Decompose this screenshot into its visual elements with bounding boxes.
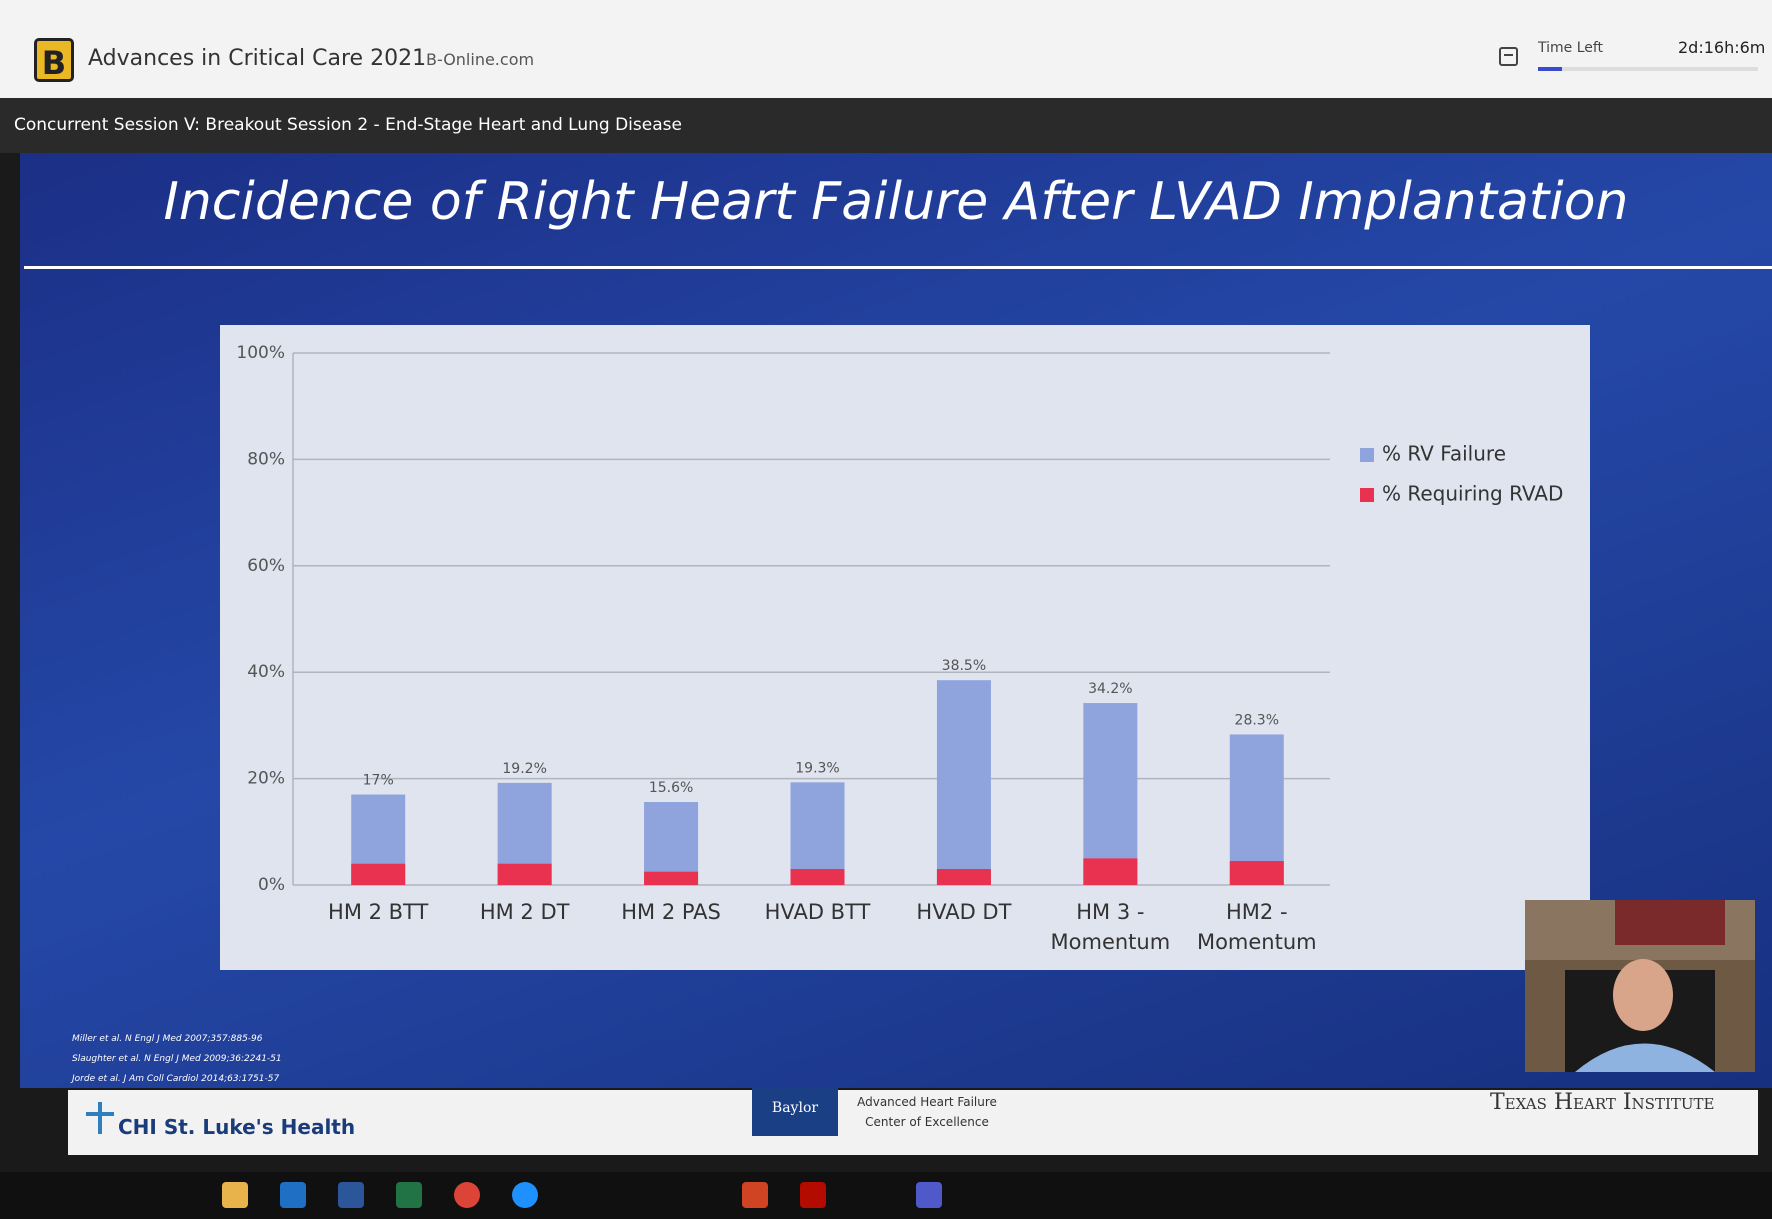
y-tick-label: 60%: [247, 556, 285, 576]
x-tick-label: HM 2 BTT: [328, 900, 429, 924]
timer-label: Time Left: [1538, 40, 1604, 56]
value-label: 34.2%: [1088, 681, 1132, 697]
bar: [1229, 734, 1284, 885]
timer-track: [1538, 67, 1758, 71]
reference: Jorde et al. J Am Coll Cardiol 2014;63:1…: [72, 1074, 280, 1084]
brand[interactable]: Advances in Critical Care 2021: [88, 46, 427, 71]
slide-title: Incidence of Right Heart Failure After L…: [163, 172, 1629, 232]
x-tick-label: HVAD BTT: [764, 900, 871, 924]
session-title: Concurrent Session V: Breakout Session 2…: [0, 98, 1772, 153]
chi-logo: [86, 1102, 114, 1134]
title-rule: [24, 266, 1772, 269]
timer: 2d:16h:6m: [1678, 38, 1766, 57]
bar: [644, 871, 699, 885]
y-tick-label: 40%: [247, 662, 285, 682]
footer-left: CHI St. Luke's Health: [118, 1115, 356, 1139]
taskbar-icon[interactable]: [454, 1182, 480, 1208]
taskbar-icon[interactable]: [222, 1182, 248, 1208]
legend-swatch: [1360, 488, 1374, 502]
value-label: 15.6%: [649, 780, 693, 796]
bar: [497, 863, 552, 885]
taskbar-icon[interactable]: [338, 1182, 364, 1208]
bar: [1229, 861, 1284, 885]
y-tick-label: 100%: [236, 343, 285, 363]
video-frame: [1525, 900, 1755, 1072]
value-label: 38.5%: [942, 658, 986, 674]
x-tick-label: HM 2 PAS: [621, 900, 721, 924]
x-tick-label: HVAD DT: [916, 900, 1012, 924]
speaker-video[interactable]: [1525, 900, 1755, 1072]
x-tick-label: HM 2 DT: [479, 900, 570, 924]
value-label: 17%: [363, 773, 394, 789]
bar: [1083, 858, 1138, 885]
bar: [790, 782, 845, 885]
legend-label: % Requiring RVAD: [1382, 482, 1563, 506]
value-label: 19.3%: [795, 760, 839, 776]
legend-swatch: [1360, 448, 1374, 462]
value-label: 28.3%: [1235, 712, 1279, 728]
reference: Slaughter et al. N Engl J Med 2009;36:22…: [72, 1054, 282, 1064]
legend-label: % RV Failure: [1382, 442, 1506, 466]
bar: [936, 680, 991, 885]
footer-center: Advanced Heart Failure Center of Excelle…: [857, 1095, 997, 1129]
timer-progress: [1538, 67, 1562, 71]
taskbar-icon[interactable]: [512, 1182, 538, 1208]
bar: [790, 869, 845, 885]
bar: [936, 869, 991, 885]
taskbar-icon[interactable]: [742, 1182, 768, 1208]
taskbar-icon[interactable]: [916, 1182, 942, 1208]
y-tick-label: 0%: [258, 875, 285, 895]
top-bar: [0, 0, 1772, 98]
footer-right: Texas Heart Institute: [1490, 1090, 1715, 1115]
reference: Miller et al. N Engl J Med 2007;357:885-…: [72, 1034, 263, 1044]
slide-footer: [68, 1090, 1758, 1155]
taskbar: [0, 1172, 1772, 1219]
taskbar-icon[interactable]: [800, 1182, 826, 1208]
value-label: 19.2%: [502, 761, 546, 777]
chart: 0% 20% 40% 60% 80% 100% 17% 19.2% 15.6% 19.3% 38.5…: [236, 343, 1563, 895]
bar: [644, 802, 699, 885]
bar: [1083, 703, 1138, 885]
bar: [351, 863, 406, 885]
y-tick-label: 20%: [247, 769, 285, 789]
y-tick-label: 80%: [247, 449, 285, 469]
x-tick-label: HM2 - Momentum: [1196, 900, 1317, 954]
logo[interactable]: B: [34, 38, 74, 82]
calendar-icon: [1499, 47, 1518, 66]
chart-box: 0% 20% 40% 60% 80% 100% 17% 19.2% 15.6% 19.3% 38.5…: [220, 325, 1590, 970]
taskbar-icon[interactable]: [280, 1182, 306, 1208]
baylor-logo: Baylor: [752, 1088, 838, 1136]
taskbar-icon[interactable]: [396, 1182, 422, 1208]
x-tick-label: HM 3 - Momentum: [1050, 900, 1171, 954]
site-link[interactable]: B-Online.com: [426, 50, 535, 69]
